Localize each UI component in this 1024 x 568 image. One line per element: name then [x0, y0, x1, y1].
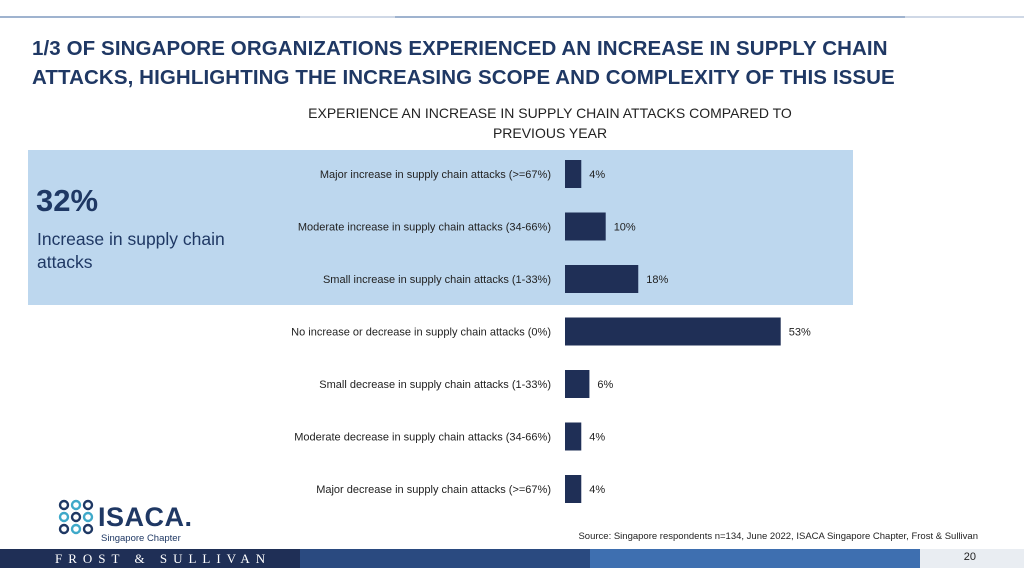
footer-brand: FROST & SULLIVAN	[55, 551, 272, 566]
bar	[565, 160, 582, 188]
category-label: No increase or decrease in supply chain …	[291, 327, 551, 339]
category-label: Small decrease in supply chain attacks (…	[319, 379, 551, 391]
value-label: 53%	[789, 327, 811, 339]
category-label: Small increase in supply chain attacks (…	[323, 274, 551, 286]
footer-bar: FROST & SULLIVAN 20	[0, 549, 1024, 568]
logo-subtitle: Singapore Chapter	[101, 533, 181, 544]
value-label: 18%	[646, 274, 668, 286]
bar	[565, 265, 639, 293]
bar	[565, 475, 582, 503]
increase-highlight-box	[28, 150, 853, 305]
value-label: 10%	[614, 222, 636, 234]
value-label: 6%	[597, 379, 613, 391]
category-label: Moderate increase in supply chain attack…	[298, 222, 551, 234]
highlight-percent: 32%	[36, 183, 99, 218]
chart-title: EXPERIENCE AN INCREASE IN SUPPLY CHAIN A…	[308, 105, 792, 141]
category-label: Moderate decrease in supply chain attack…	[294, 432, 551, 444]
highlight-text: Increase in supply chain attacks	[37, 229, 225, 272]
page-number: 20	[963, 551, 976, 563]
page-title: 1/3 OF SINGAPORE ORGANIZATIONS EXPERIENC…	[32, 37, 895, 89]
bar	[565, 370, 590, 398]
value-label: 4%	[589, 432, 605, 444]
logo-wordmark: ISACA.	[98, 502, 193, 532]
category-label: Major decrease in supply chain attacks (…	[316, 484, 551, 496]
isaca-logo: ISACA. Singapore Chapter	[58, 499, 208, 545]
value-label: 4%	[589, 169, 605, 181]
bar	[565, 317, 781, 346]
bar	[565, 422, 582, 451]
bar	[565, 212, 606, 241]
value-label: 4%	[589, 484, 605, 496]
category-label: Major increase in supply chain attacks (…	[320, 169, 551, 181]
top-rule	[0, 16, 1024, 18]
isaca-logo-icon	[58, 499, 94, 535]
source-note: Source: Singapore respondents n=134, Jun…	[578, 531, 978, 542]
